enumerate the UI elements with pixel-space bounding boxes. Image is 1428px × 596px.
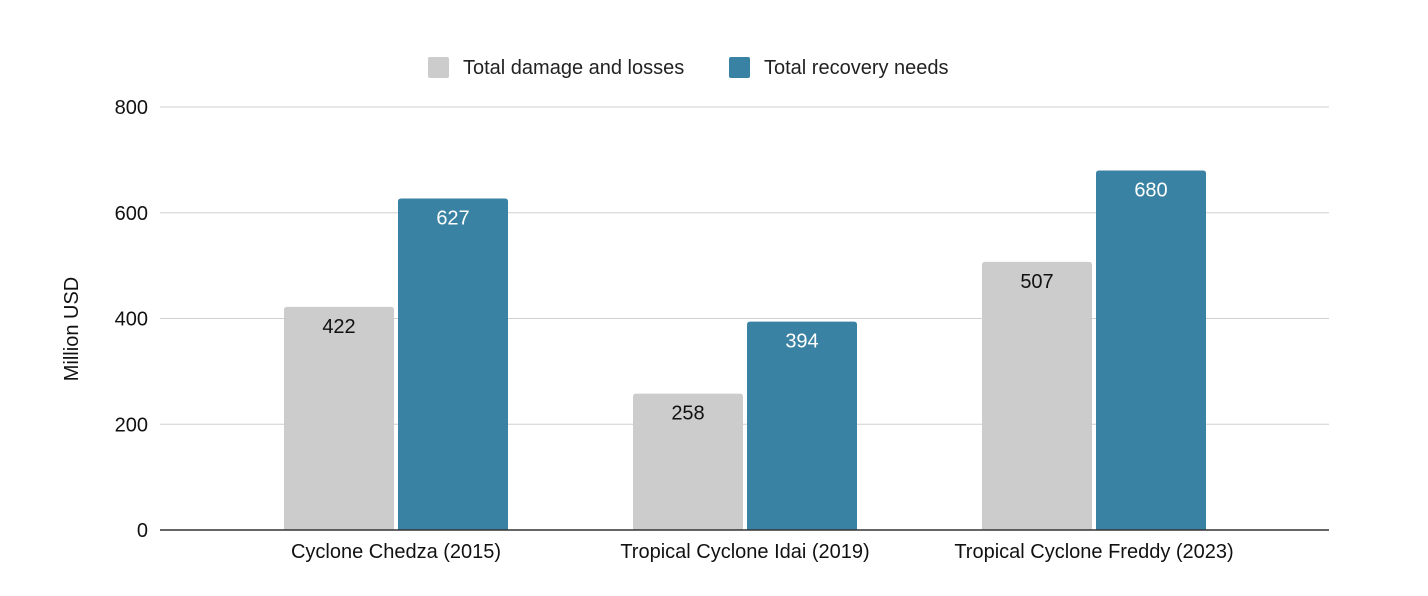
y-tick-label: 600: [115, 203, 148, 225]
x-tick-label: Cyclone Chedza (2015): [291, 541, 501, 563]
y-tick-label: 800: [115, 97, 148, 119]
bar-recovery-needs: [1096, 170, 1206, 530]
y-axis-title: Million USD: [61, 277, 83, 381]
y-tick-label: 400: [115, 309, 148, 331]
bar-value-label: 627: [436, 207, 469, 229]
bar-damage-losses: [284, 306, 394, 530]
x-tick-label: Tropical Cyclone Freddy (2023): [954, 541, 1233, 563]
y-axis-ticks: 0 200 400 600 800: [115, 97, 148, 542]
bar-value-label: 422: [322, 316, 355, 338]
legend: Total damage and losses Total recovery ne…: [428, 57, 949, 79]
y-tick-label: 200: [115, 414, 148, 436]
bar-value-label: 507: [1020, 271, 1053, 293]
bar-value-label: 680: [1134, 179, 1167, 201]
bar-damage-losses: [982, 261, 1092, 530]
bars: 422 258 507 627 394 680: [284, 170, 1206, 530]
bar-recovery-needs: [747, 321, 857, 530]
legend-swatch: [428, 57, 449, 78]
bar-value-label: 258: [671, 403, 704, 425]
bar-value-label: 394: [785, 331, 818, 353]
x-tick-label: Tropical Cyclone Idai (2019): [620, 541, 869, 563]
bar-recovery-needs: [398, 198, 508, 530]
legend-label: Total damage and losses: [463, 57, 684, 79]
legend-label: Total recovery needs: [764, 57, 949, 79]
bar-damage-losses: [633, 393, 743, 530]
legend-swatch: [729, 57, 750, 78]
x-axis-labels: Cyclone Chedza (2015) Tropical Cyclone Id…: [291, 541, 1234, 563]
y-tick-label: 0: [137, 520, 148, 542]
